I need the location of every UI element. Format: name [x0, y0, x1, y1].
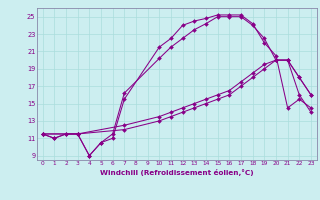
X-axis label: Windchill (Refroidissement éolien,°C): Windchill (Refroidissement éolien,°C) — [100, 169, 254, 176]
